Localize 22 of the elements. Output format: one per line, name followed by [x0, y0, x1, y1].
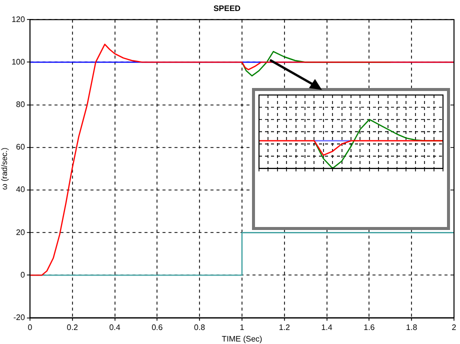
x-tick-label: 0.8	[194, 322, 206, 332]
y-axis-title: ω (rad/sec.)	[0, 147, 10, 190]
y-tick-label: 60	[16, 142, 26, 152]
y-tick-label: 0	[20, 270, 26, 280]
x-axis-title: TIME (Sec)	[222, 334, 263, 344]
y-tick-label: 120	[12, 14, 26, 24]
chart-title: SPEED	[213, 4, 241, 14]
x-tick-label: 1.4	[321, 322, 333, 332]
y-tick-label: -20	[13, 313, 26, 322]
x-tick-label: 0	[28, 322, 33, 332]
x-tick-label: 1.6	[364, 322, 376, 332]
y-tick-label: 20	[16, 228, 26, 237]
x-tick-label: 0.2	[66, 322, 78, 332]
y-tick-label: 80	[16, 100, 26, 110]
x-tick-label: 0.4	[109, 322, 121, 332]
x-tick-label: 2	[452, 322, 457, 332]
y-tick-label: 100	[12, 57, 26, 66]
x-tick-label: 1.8	[406, 322, 418, 332]
x-tick-label: 1.2	[278, 322, 290, 332]
x-tick-label: 1	[240, 322, 245, 332]
y-tick-label: 40	[16, 185, 26, 194]
x-tick-label: 0.6	[152, 322, 164, 332]
